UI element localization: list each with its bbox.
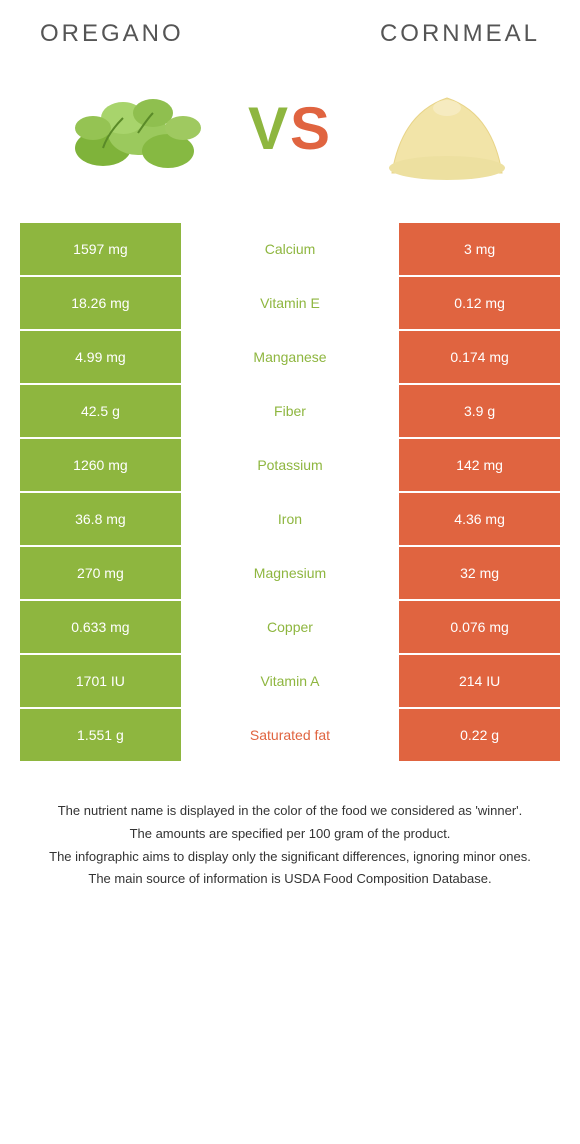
nutrient-row: 1.551 gSaturated fat0.22 g <box>20 709 560 761</box>
nutrient-name: Calcium <box>183 223 397 275</box>
nutrient-table: 1597 mgCalcium3 mg18.26 mgVitamin E0.12 … <box>20 223 560 761</box>
nutrient-row: 1701 IUVitamin A214 IU <box>20 655 560 707</box>
images-row: VS <box>20 63 560 193</box>
vs-v-letter: V <box>248 95 290 162</box>
nutrient-name: Saturated fat <box>183 709 397 761</box>
food-title-left: Oregano <box>40 20 184 48</box>
cornmeal-image <box>352 63 532 193</box>
oregano-image <box>48 63 228 193</box>
value-left: 270 mg <box>20 547 181 599</box>
nutrient-row: 18.26 mgVitamin E0.12 mg <box>20 277 560 329</box>
value-right: 4.36 mg <box>399 493 560 545</box>
value-right: 0.076 mg <box>399 601 560 653</box>
infographic-container: Oregano Cornmeal VS <box>0 0 580 912</box>
nutrient-row: 1597 mgCalcium3 mg <box>20 223 560 275</box>
value-left: 36.8 mg <box>20 493 181 545</box>
footnote-line: The main source of information is USDA F… <box>30 869 550 890</box>
nutrient-name: Vitamin A <box>183 655 397 707</box>
footnote-line: The nutrient name is displayed in the co… <box>30 801 550 822</box>
value-left: 1597 mg <box>20 223 181 275</box>
value-right: 0.22 g <box>399 709 560 761</box>
header-row: Oregano Cornmeal <box>20 20 560 48</box>
value-left: 42.5 g <box>20 385 181 437</box>
nutrient-name: Potassium <box>183 439 397 491</box>
nutrient-row: 4.99 mgManganese0.174 mg <box>20 331 560 383</box>
value-left: 1260 mg <box>20 439 181 491</box>
nutrient-name: Fiber <box>183 385 397 437</box>
value-right: 3 mg <box>399 223 560 275</box>
footnote-line: The infographic aims to display only the… <box>30 847 550 868</box>
value-right: 0.12 mg <box>399 277 560 329</box>
value-left: 0.633 mg <box>20 601 181 653</box>
footnotes: The nutrient name is displayed in the co… <box>20 801 560 890</box>
vs-label: VS <box>248 94 332 163</box>
nutrient-row: 1260 mgPotassium142 mg <box>20 439 560 491</box>
nutrient-row: 36.8 mgIron4.36 mg <box>20 493 560 545</box>
food-title-right: Cornmeal <box>380 20 540 48</box>
vs-s-letter: S <box>290 95 332 162</box>
value-right: 0.174 mg <box>399 331 560 383</box>
nutrient-row: 270 mgMagnesium32 mg <box>20 547 560 599</box>
nutrient-row: 0.633 mgCopper0.076 mg <box>20 601 560 653</box>
nutrient-name: Vitamin E <box>183 277 397 329</box>
footnote-line: The amounts are specified per 100 gram o… <box>30 824 550 845</box>
value-right: 32 mg <box>399 547 560 599</box>
value-left: 18.26 mg <box>20 277 181 329</box>
value-right: 142 mg <box>399 439 560 491</box>
value-right: 214 IU <box>399 655 560 707</box>
nutrient-name: Magnesium <box>183 547 397 599</box>
nutrient-name: Manganese <box>183 331 397 383</box>
nutrient-name: Copper <box>183 601 397 653</box>
value-left: 1701 IU <box>20 655 181 707</box>
nutrient-row: 42.5 gFiber3.9 g <box>20 385 560 437</box>
value-right: 3.9 g <box>399 385 560 437</box>
value-left: 4.99 mg <box>20 331 181 383</box>
value-left: 1.551 g <box>20 709 181 761</box>
nutrient-name: Iron <box>183 493 397 545</box>
